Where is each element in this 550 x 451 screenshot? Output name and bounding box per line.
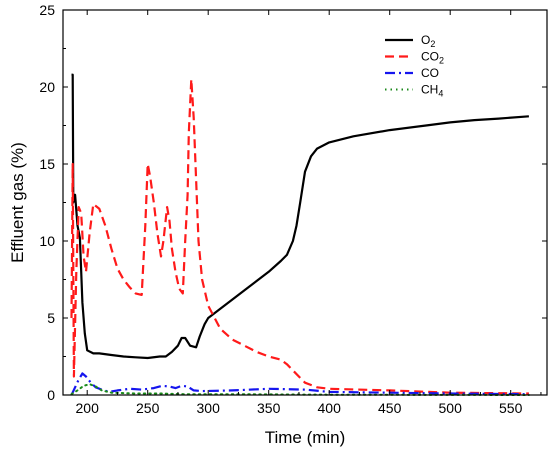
series-line-co2: [70, 78, 529, 395]
legend-label-ch4: CH4: [421, 83, 443, 99]
y-tick-label: 5: [47, 310, 55, 326]
series-layer: [70, 73, 530, 396]
legend-label-co2: CO2: [421, 50, 444, 66]
series-line-o2: [71, 73, 529, 360]
series-line-ch4: [70, 383, 530, 396]
x-tick-label: 500: [439, 400, 463, 416]
series-line-co: [70, 372, 529, 396]
legend-label-main: CO: [421, 50, 439, 64]
legend-label-main: CH: [421, 83, 438, 97]
y-axis-title: Effluent gas (%): [8, 142, 27, 263]
y-axis-ticks: 0 5 10 15 20 25: [39, 2, 547, 403]
x-tick-label: 550: [499, 400, 523, 416]
x-tick-label: 400: [318, 400, 342, 416]
x-tick-label: 350: [257, 400, 281, 416]
x-tick-label: 200: [76, 400, 100, 416]
y-tick-label: 15: [39, 156, 55, 172]
legend-label-main: CO: [421, 66, 439, 80]
legend-label-co: CO: [421, 66, 439, 80]
x-axis-title: Time (min): [265, 428, 346, 447]
x-axis-ticks: 200 250 300 350 400 450 500 550: [76, 10, 542, 416]
legend-label-o2: O2: [421, 33, 435, 49]
x-tick-label: 450: [378, 400, 402, 416]
y-tick-label: 20: [39, 79, 55, 95]
y-tick-label: 10: [39, 233, 55, 249]
legend-label-subscript: 4: [438, 89, 443, 99]
legend-label-main: O: [421, 33, 430, 47]
x-tick-label: 300: [197, 400, 221, 416]
x-tick-label: 250: [136, 400, 160, 416]
legend-label-subscript: 2: [439, 56, 444, 66]
y-tick-label: 0: [47, 387, 55, 403]
y-tick-label: 25: [39, 2, 55, 18]
legend-label-subscript: 2: [430, 39, 435, 49]
plot-frame: [62, 9, 548, 396]
